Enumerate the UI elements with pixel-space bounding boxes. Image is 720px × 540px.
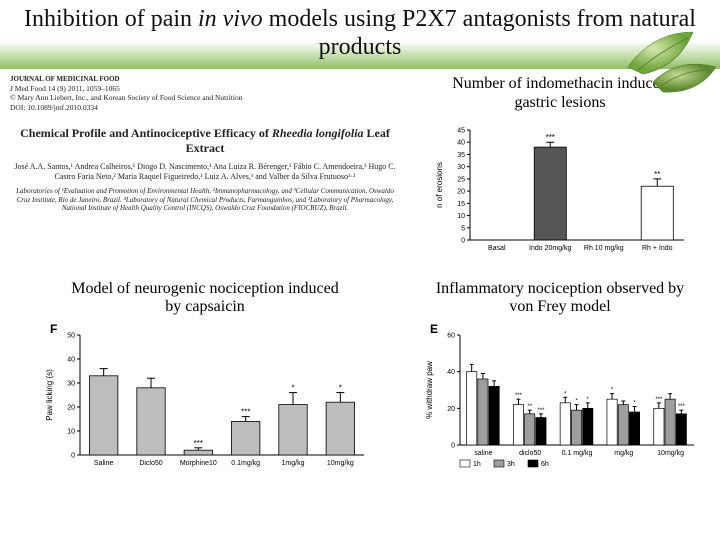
svg-text:*: * [611, 387, 614, 393]
svg-text:0: 0 [461, 237, 465, 244]
svg-text:E: E [430, 322, 438, 336]
svg-text:mg/kg: mg/kg [614, 450, 633, 457]
svg-text:Indo 20mg/kg: Indo 20mg/kg [529, 245, 572, 252]
title-part-2: models using P2X7 antagonists from natur… [263, 6, 696, 60]
svg-text:60: 60 [447, 332, 455, 339]
svg-text:Diclo50: Diclo50 [139, 460, 162, 467]
svg-text:6h: 6h [541, 461, 549, 468]
svg-text:Paw licking (s): Paw licking (s) [45, 369, 54, 421]
svg-text:diclo50: diclo50 [519, 450, 541, 457]
svg-text:***: *** [655, 397, 663, 403]
svg-text:n of erosions: n of erosions [435, 162, 444, 208]
paper-affiliations: Laboratories of ¹Evaluation and Promotio… [10, 187, 400, 213]
svg-text:***: *** [537, 408, 545, 414]
svg-text:*: * [587, 397, 590, 403]
vonfrey-chart-title: Inflammatory nociception observed by von… [410, 280, 710, 317]
capsaicin-chart: 0 10 20 30 40 50 Paw licking (s) Saline Diclo50 *… [40, 321, 370, 481]
svg-text:*: * [575, 398, 578, 404]
svg-text:50: 50 [67, 332, 75, 339]
svg-text:30: 30 [457, 164, 465, 171]
svg-text:30: 30 [67, 380, 75, 387]
svg-text:*: * [564, 391, 567, 397]
paper-title: Chemical Profile and Antinociceptive Eff… [10, 126, 400, 156]
svg-text:20: 20 [67, 404, 75, 411]
svg-text:0: 0 [451, 442, 455, 449]
svg-text:10mg/kg: 10mg/kg [657, 450, 684, 457]
svg-text:% withdraw paw: % withdraw paw [425, 361, 434, 419]
gastric-chart-block: Number of indomethacin induced gastric l… [410, 75, 710, 266]
capsaicin-chart-title: Model of neurogenic nociception induced … [10, 280, 400, 317]
capsaicin-chart-block: Model of neurogenic nociception induced … [10, 280, 400, 481]
svg-text:20: 20 [457, 189, 465, 196]
svg-text:*: * [339, 383, 342, 392]
journal-citation: J Med Food 14 (9) 2011, 1059–1065 [10, 84, 400, 93]
gastric-chart-title: Number of indomethacin induced gastric l… [410, 75, 710, 112]
journal-header-block: JOURNAL OF MEDICINAL FOOD J Med Food 14 … [10, 75, 400, 266]
svg-text:1mg/kg: 1mg/kg [282, 460, 305, 467]
journal-doi: DOI: 10.1089/jmf.2010.0334 [10, 103, 400, 112]
svg-text:Rh 10 mg/kg: Rh 10 mg/kg [584, 245, 624, 252]
title-italic: in vivo [198, 6, 263, 32]
svg-text:***: *** [678, 404, 686, 410]
svg-text:10: 10 [457, 213, 465, 220]
svg-text:0: 0 [71, 452, 75, 459]
svg-text:5: 5 [461, 225, 465, 232]
svg-text:Basal: Basal [488, 245, 506, 252]
svg-text:45: 45 [457, 127, 465, 134]
svg-text:**: ** [527, 404, 532, 410]
svg-text:40: 40 [67, 356, 75, 363]
svg-text:Morphine10: Morphine10 [180, 460, 217, 467]
svg-text:20: 20 [447, 406, 455, 413]
svg-text:***: *** [515, 393, 523, 399]
svg-text:35: 35 [457, 152, 465, 159]
svg-text:0.1mg/kg: 0.1mg/kg [231, 460, 260, 467]
vonfrey-chart: 0204060% withdraw pawsaline********diclo… [420, 321, 700, 481]
svg-text:F: F [50, 322, 57, 336]
svg-text:*: * [291, 383, 294, 392]
svg-text:25: 25 [457, 176, 465, 183]
svg-text:15: 15 [457, 201, 465, 208]
svg-text:*: * [633, 400, 636, 406]
svg-text:10: 10 [67, 428, 75, 435]
svg-text:***: *** [194, 439, 203, 448]
svg-text:40: 40 [447, 369, 455, 376]
svg-text:40: 40 [457, 140, 465, 147]
journal-name: JOURNAL OF MEDICINAL FOOD [10, 75, 400, 84]
svg-text:Rh + Indo: Rh + Indo [642, 245, 673, 252]
svg-text:0.1 mg/kg: 0.1 mg/kg [562, 450, 593, 457]
svg-text:***: *** [241, 407, 250, 416]
svg-text:**: ** [654, 170, 660, 179]
svg-text:***: *** [546, 133, 555, 142]
svg-text:Saline: Saline [94, 460, 114, 467]
gastric-chart: 0 5 10 15 20 25 30 35 40 45 n of erosions Basal *** I… [430, 116, 690, 266]
vonfrey-chart-block: Inflammatory nociception observed by von… [410, 280, 710, 481]
journal-copyright: © Mary Ann Liebert, Inc., and Korean Soc… [10, 93, 400, 102]
title-part-1: Inhibition of pain [24, 6, 198, 32]
paper-authors: José A.A. Santos,¹ Andrea Calheiros,¹ Di… [10, 162, 400, 183]
svg-text:saline: saline [474, 450, 492, 457]
svg-text:3h: 3h [507, 461, 515, 468]
slide-title: Inhibition of pain in vivo models using … [0, 0, 720, 69]
svg-text:1h: 1h [473, 461, 481, 468]
svg-text:10mg/kg: 10mg/kg [327, 460, 354, 467]
